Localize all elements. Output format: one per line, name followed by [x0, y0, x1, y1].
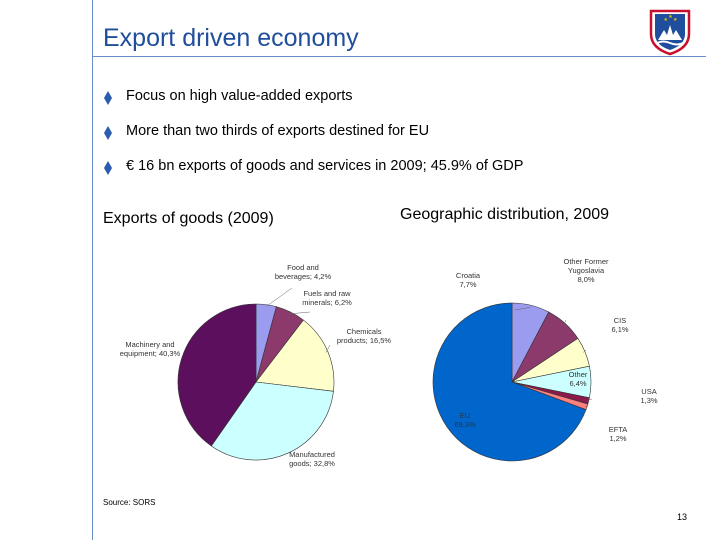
slice-label-line: Other: [569, 370, 588, 379]
slice-label-line: 7,7%: [459, 280, 476, 289]
slice-label-line: goods; 32,8%: [289, 459, 335, 468]
slice-label-line: Chemicals: [346, 327, 381, 336]
slice-label-line: CIS: [614, 316, 627, 325]
slice-label-line: beverages; 4,2%: [275, 272, 332, 281]
page-number: 13: [677, 512, 687, 522]
slice-label-line: products; 16,5%: [337, 336, 392, 345]
slice-label-line: Food and: [287, 263, 319, 272]
slice-label: CIS 6,1%: [611, 316, 628, 334]
slice-label: USA 1,3%: [640, 387, 657, 405]
slice-label-line: 8,0%: [577, 275, 594, 284]
slice-label-line: Yugoslavia: [568, 266, 605, 275]
slice-label-line: 69,3%: [454, 420, 476, 429]
slice-label: Fuels and raw minerals; 6,2%: [302, 289, 352, 307]
slice-label-line: Manufactured: [289, 450, 335, 459]
slice-label-line: Machinery and: [125, 340, 174, 349]
slice-label-line: 6,4%: [569, 379, 586, 388]
pie-chart-1: Food and beverages; 4,2% Fuels and raw mine…: [120, 263, 392, 468]
slice-label-line: 1,2%: [609, 434, 626, 443]
slice-label-line: 6,1%: [611, 325, 628, 334]
slice-label-line: Other Former: [563, 257, 609, 266]
slice-label: Manufactured goods; 32,8%: [289, 450, 335, 468]
slice-label-line: minerals; 6,2%: [302, 298, 352, 307]
slice-label: Other 6,4%: [569, 370, 588, 388]
slice-label: EFTA 1,2%: [609, 425, 628, 443]
slice-label-line: Fuels and raw: [303, 289, 351, 298]
slice-label: Other Former Yugoslavia 8,0%: [563, 257, 609, 284]
slice-label-line: EFTA: [609, 425, 628, 434]
slice-label: Chemicals products; 16,5%: [337, 327, 392, 345]
slice-label: Food and beverages; 4,2%: [275, 263, 332, 281]
slice-label-line: 1,3%: [640, 396, 657, 405]
slice-label: Machinery and equipment; 40,3%: [120, 340, 181, 358]
source-note: Source: SORS: [103, 498, 155, 507]
slice-label-line: equipment; 40,3%: [120, 349, 181, 358]
slice-label-line: EU: [460, 411, 470, 420]
pie-chart-2: Croatia 7,7% Other Former Yugoslavia 8,0% CIS…: [433, 257, 658, 461]
leader-line: [266, 288, 292, 307]
slice-label: Croatia 7,7%: [456, 271, 481, 289]
slice-label-line: USA: [641, 387, 656, 396]
slice-label-line: Croatia: [456, 271, 481, 280]
